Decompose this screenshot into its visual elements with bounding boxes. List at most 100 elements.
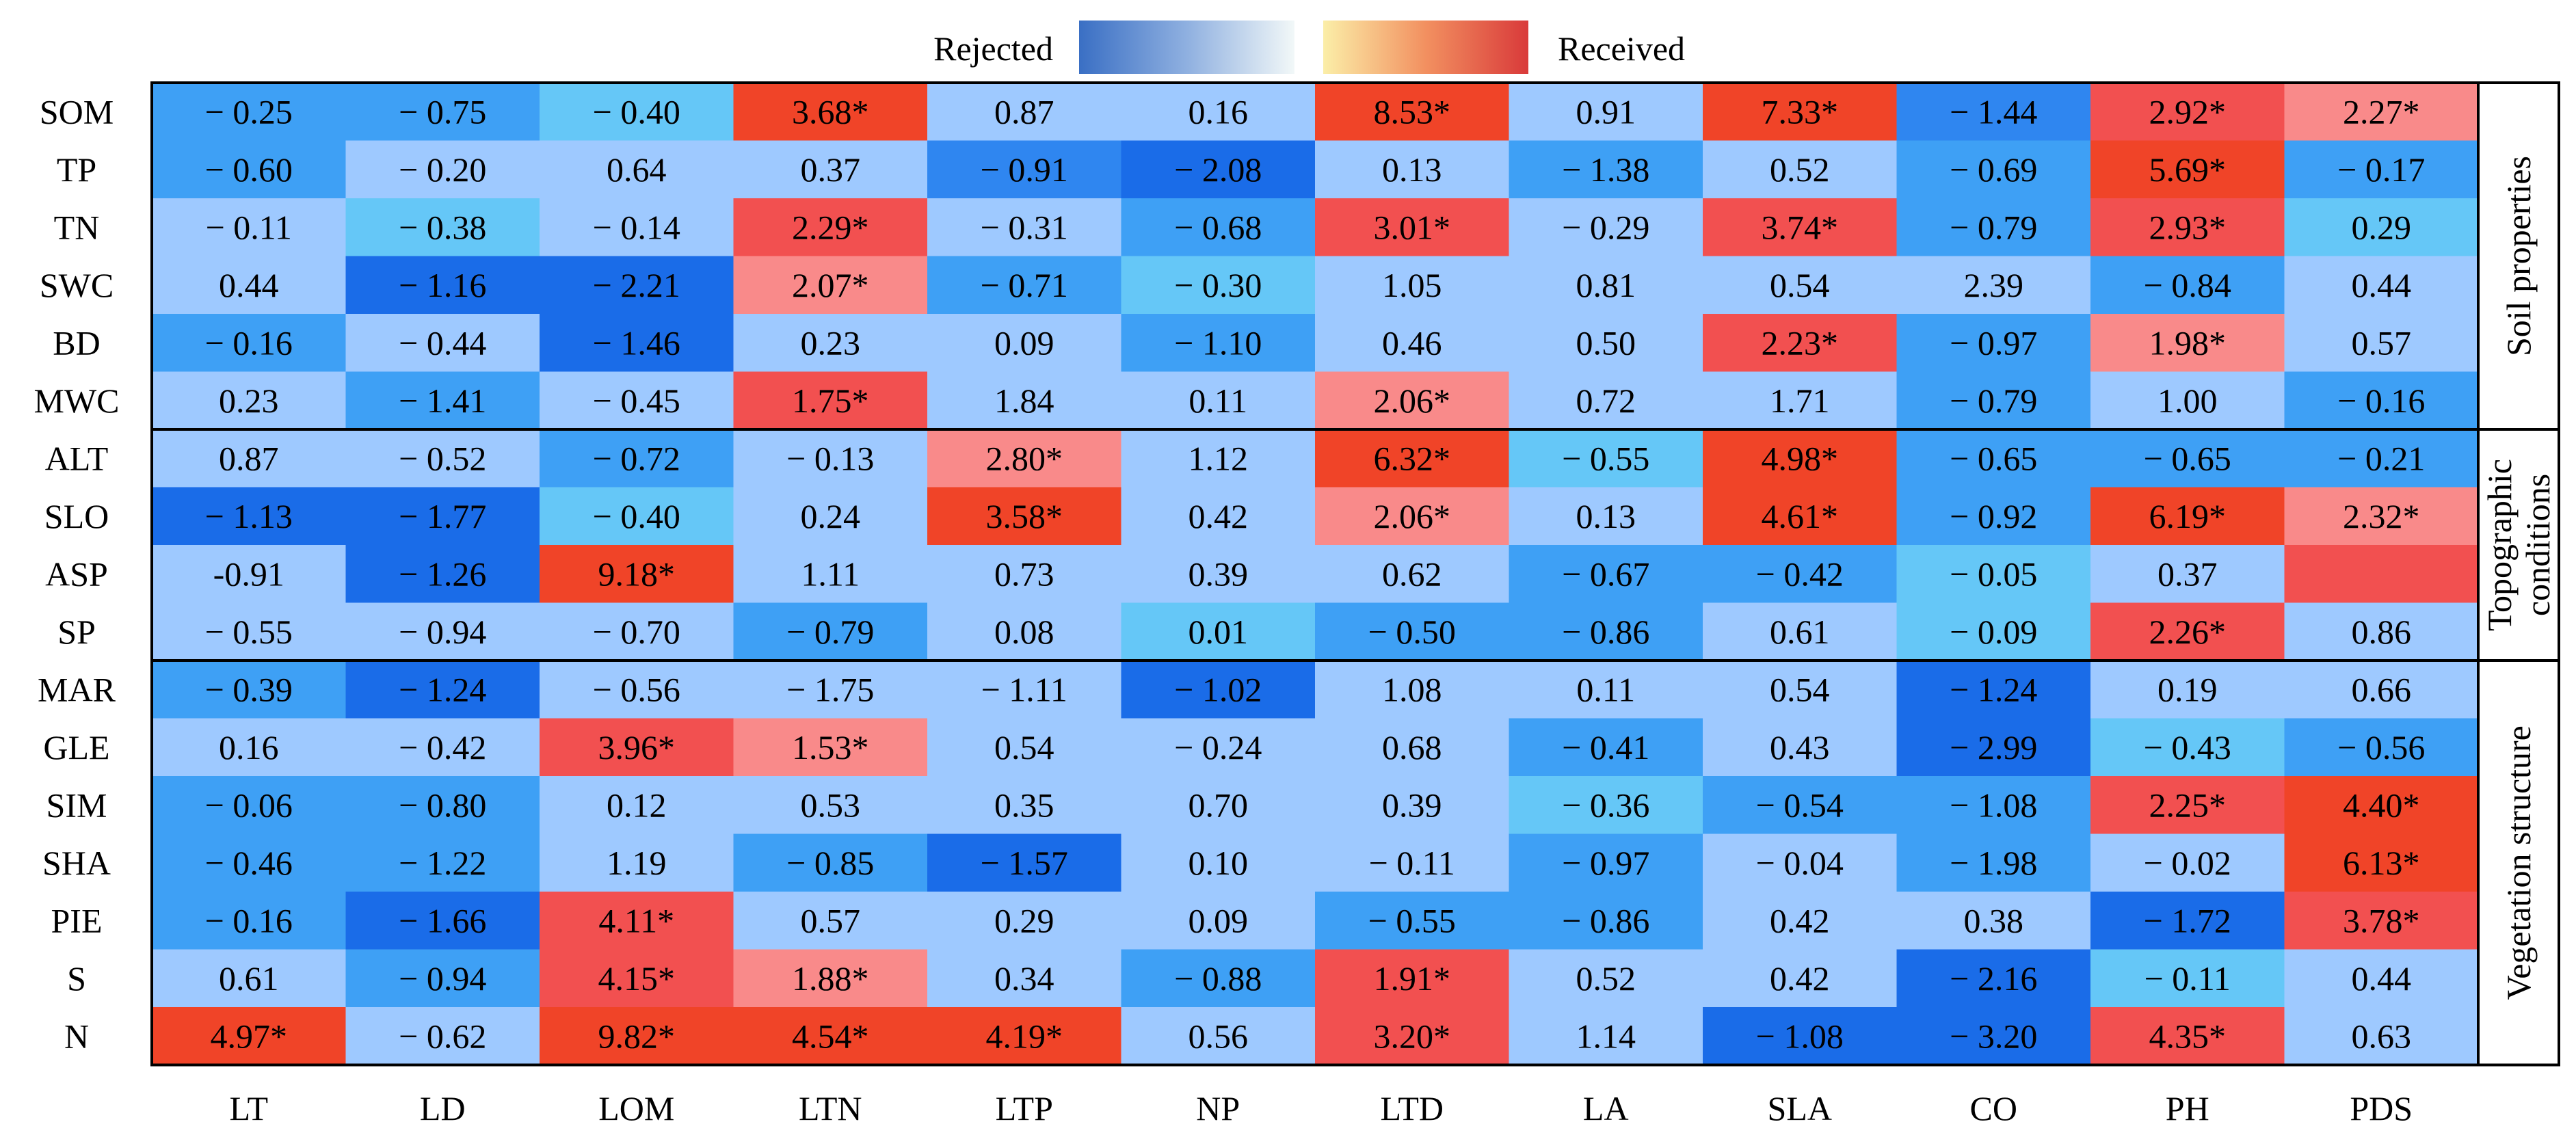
- cell-value-label: − 1.72: [2144, 901, 2231, 939]
- cell-value-label: 0.53: [801, 786, 861, 824]
- cell-value-label: 0.39: [1382, 786, 1442, 824]
- cell-value-label: − 0.42: [399, 728, 486, 766]
- heatmap-cell-asp-ld: [345, 545, 540, 604]
- row-label-mar: MAR: [38, 670, 116, 708]
- cell-value-label: − 1.10: [1174, 323, 1262, 362]
- heatmap-cell-mar-la: [1509, 660, 1703, 719]
- heatmap-cell-asp-ltn: [733, 545, 928, 604]
- cell-value-label: − 1.41: [399, 382, 486, 420]
- cell-value-label: − 0.97: [1950, 323, 2037, 362]
- heatmap-cell-swc-ltn: [733, 256, 928, 315]
- cell-value-label: − 0.16: [205, 901, 293, 939]
- heatmap-cell-sha-np: [1121, 833, 1316, 892]
- row-label-s: S: [67, 959, 86, 998]
- heatmap-cell-asp-ltd: [1315, 545, 1510, 604]
- heatmap-cell-gle-ltd: [1315, 718, 1510, 777]
- cell-value-label: − 2.21: [593, 266, 680, 304]
- cell-value-label: − 0.79: [1950, 382, 2037, 420]
- heatmap-cell-slo-lt: [152, 487, 347, 546]
- cell-value-label: 0.87: [219, 439, 279, 477]
- heatmap-cell-sim-ld: [345, 776, 540, 835]
- heatmap-cell-n-lt: [152, 1007, 347, 1066]
- heatmap-cell-asp-np: [1121, 545, 1316, 604]
- column-label-la: LA: [1583, 1089, 1629, 1127]
- heatmap-cell-s-lt: [152, 949, 347, 1008]
- heatmap-cell-s-np: [1121, 949, 1316, 1008]
- cell-value-label: 2.29*: [792, 208, 869, 246]
- heatmap-frame: [150, 81, 2560, 1067]
- cell-value-label: − 0.54: [1756, 786, 1844, 824]
- heatmap-cell-sim-pds: [2284, 776, 2479, 835]
- heatmap-cell-pie-pds: [2284, 892, 2479, 950]
- heatmap-cell-tp-co: [1896, 140, 2091, 199]
- cell-value-label: 0.42: [1770, 959, 1830, 998]
- heatmap-cell-bd-ltn: [733, 314, 928, 373]
- heatmap-cell-alt-sla: [1703, 429, 1898, 488]
- heatmap-cell-sha-co: [1896, 833, 2091, 892]
- heatmap-cell-gle-ltn: [733, 718, 928, 777]
- heatmap-cell-mar-co: [1896, 660, 2091, 719]
- axis-labels: SOM TP TN SWC BD MWC ALT SLO ASP SP MAR GLE SIM SHA PI…: [34, 92, 2558, 1127]
- heatmap-cell-slo-ltn: [733, 487, 928, 546]
- cell-value-label: 0.37: [801, 150, 861, 189]
- heatmap-cell-alt-pds: [2284, 429, 2479, 488]
- heatmap-cell-som-ltn: [733, 83, 928, 142]
- cell-value-label: − 0.69: [1950, 150, 2037, 189]
- heatmap-cell-slo-lom: [540, 487, 734, 546]
- cell-value-label: − 0.40: [593, 497, 680, 535]
- cell-value-label: 9.18*: [598, 555, 676, 593]
- cell-value-label: 1.12: [1189, 439, 1249, 477]
- cell-value-label: 2.07*: [792, 266, 869, 304]
- heatmap-cell-mwc-sla: [1703, 371, 1898, 430]
- column-label-ld: LD: [420, 1089, 466, 1127]
- heatmap-cell-gle-la: [1509, 718, 1703, 777]
- cell-value-label: 0.23: [801, 323, 861, 362]
- heatmap-cell-s-sla: [1703, 949, 1898, 1008]
- cell-value-label: − 0.42: [1756, 555, 1844, 593]
- cell-value-label: 4.54*: [792, 1017, 869, 1055]
- cell-value-label: 0.39: [1189, 555, 1249, 593]
- heatmap-cell-alt-ltd: [1315, 429, 1510, 488]
- heatmap-cell-sim-ltd: [1315, 776, 1510, 835]
- cell-value-label: − 1.02: [1174, 670, 1262, 708]
- heatmap-cell-tp-lom: [540, 140, 734, 199]
- heatmap-cell-sim-lom: [540, 776, 734, 835]
- cell-value-label: − 0.86: [1562, 613, 1649, 651]
- cell-value-label: − 0.29: [1562, 208, 1649, 246]
- heatmap-cell-sim-lt: [152, 776, 347, 835]
- heatmap-cell-sp-co: [1896, 602, 2091, 661]
- cell-value-label: − 0.41: [1562, 728, 1649, 766]
- cell-value-label: − 0.68: [1174, 208, 1262, 246]
- row-label-sim: SIM: [47, 786, 107, 824]
- cell-value-label: 2.25*: [2149, 786, 2227, 824]
- cell-value-label: − 0.09: [1950, 613, 2037, 651]
- heatmap-cell-n-np: [1121, 1007, 1316, 1066]
- cell-value-label: 0.72: [1576, 382, 1636, 420]
- heatmap-cell-n-la: [1509, 1007, 1703, 1066]
- cell-value-label: 0.29: [2352, 208, 2412, 246]
- cell-value-label: 2.32*: [2343, 497, 2420, 535]
- heatmap-cell-pie-lom: [540, 892, 734, 950]
- cell-value-label: − 1.57: [981, 844, 1068, 882]
- heatmap-cell-asp-la: [1509, 545, 1703, 604]
- heatmap-cell-sim-la: [1509, 776, 1703, 835]
- heatmap-cell-mar-ltn: [733, 660, 928, 719]
- cell-value-label: − 0.11: [1369, 844, 1455, 882]
- row-label-asp: ASP: [45, 555, 108, 593]
- heatmap-cell-s-lom: [540, 949, 734, 1008]
- cell-value-label: − 0.02: [2144, 844, 2231, 882]
- row-label-tp: TP: [57, 150, 96, 189]
- cell-value-label: 0.44: [2352, 266, 2412, 304]
- cell-value-label: 4.97*: [211, 1017, 288, 1055]
- column-label-lom: LOM: [598, 1089, 674, 1127]
- heatmap-cell-alt-lt: [152, 429, 347, 488]
- group-label: Vegetation structure: [2499, 725, 2538, 1000]
- heatmap-cell-bd-lom: [540, 314, 734, 373]
- heatmap-cell-tn-ltd: [1315, 198, 1510, 257]
- cell-value-label: 0.16: [1189, 92, 1249, 131]
- heatmap-cell-bd-ph: [2090, 314, 2285, 373]
- heatmap-cell-sp-np: [1121, 602, 1316, 661]
- heatmap-cell-tp-np: [1121, 140, 1316, 199]
- heatmap-cell-sha-pds: [2284, 833, 2479, 892]
- cell-value-label: − 0.62: [399, 1017, 486, 1055]
